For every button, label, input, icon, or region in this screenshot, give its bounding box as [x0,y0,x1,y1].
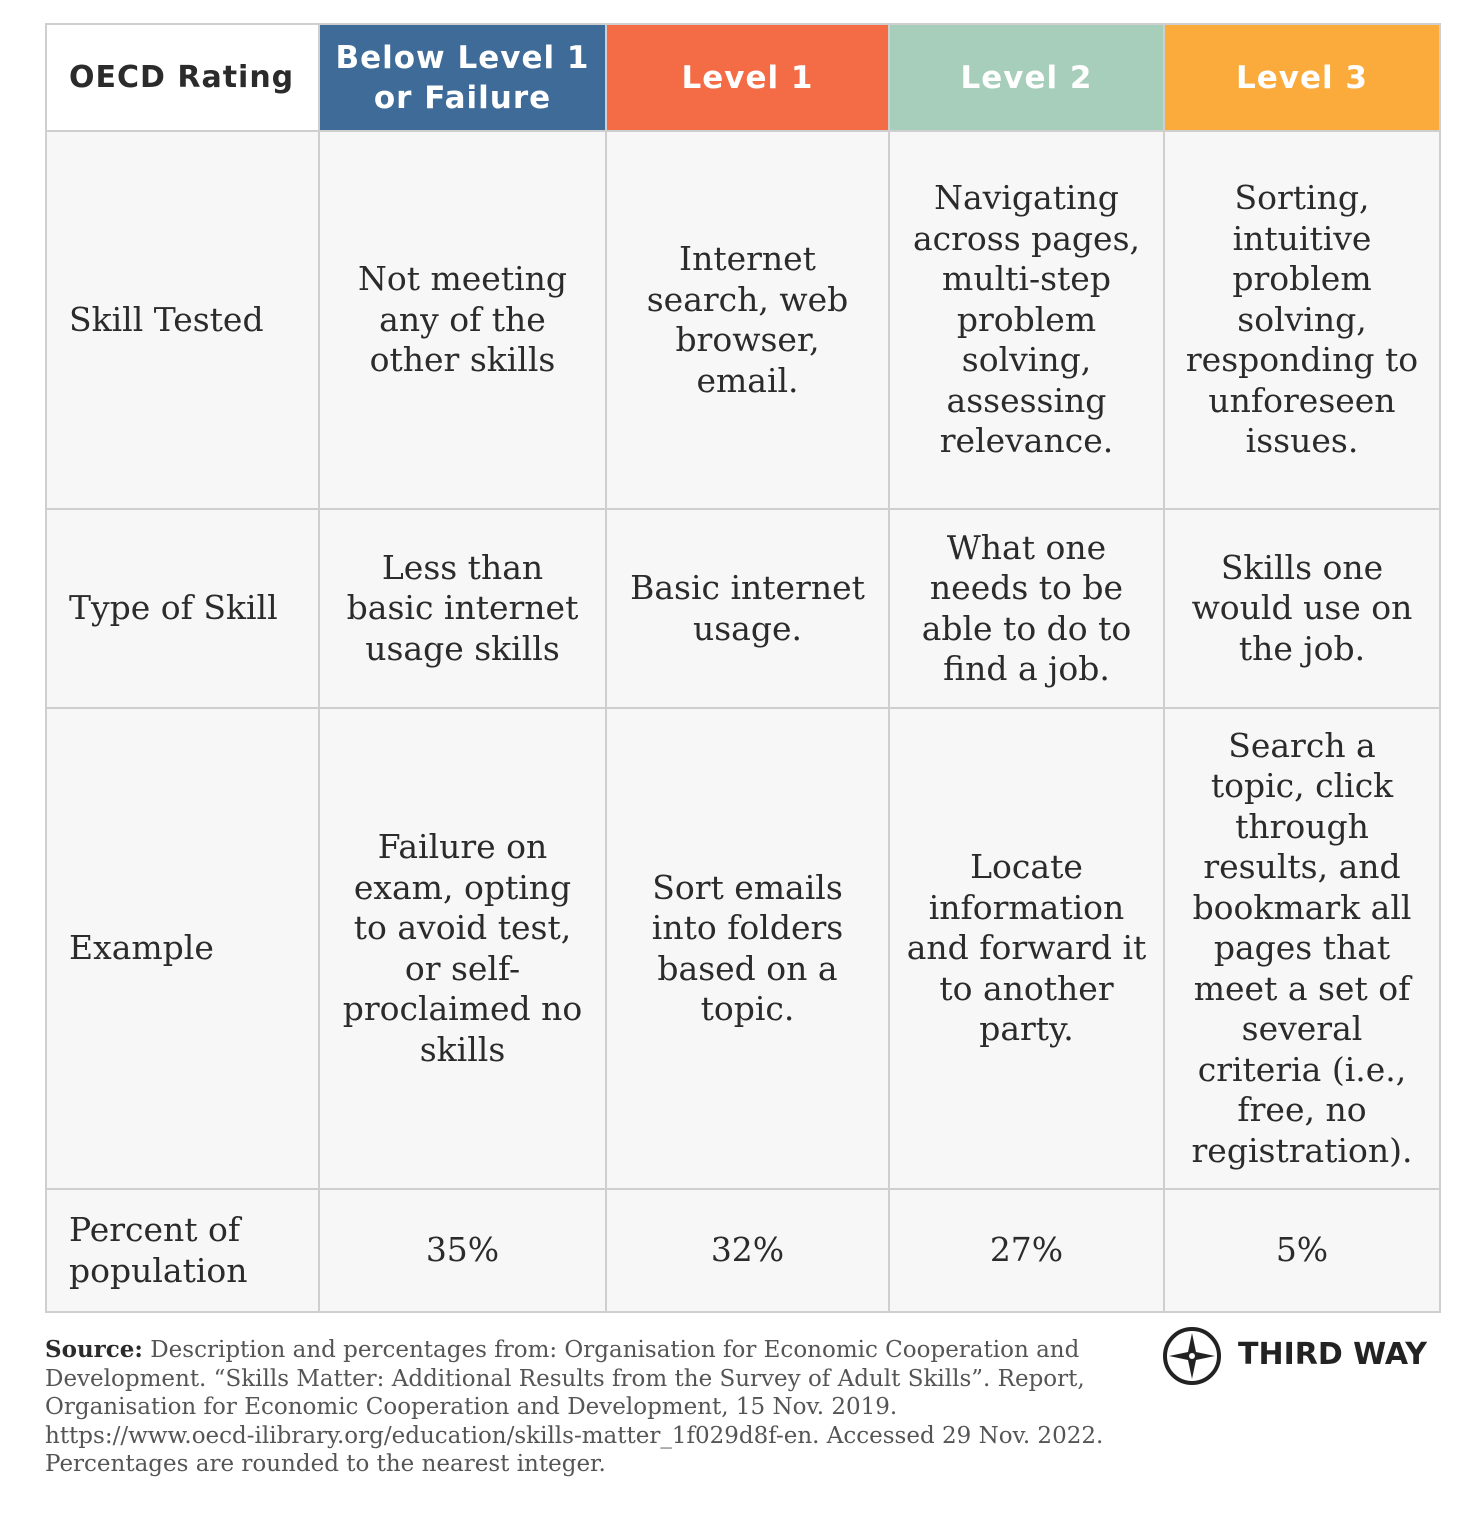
header-cell: Level 1 [605,23,890,132]
table-cell: Basic internet usage. [605,508,890,709]
header-cell: Below Level 1 or Failure [318,23,607,132]
table-cell: Sorting, intuitive problem solving, resp… [1163,130,1441,510]
source-label: Source: [45,1336,143,1363]
table-cell: Search a topic, click through results, a… [1163,707,1441,1190]
table-row: Example Failure on exam, opting to avoid … [45,707,1441,1190]
table-cell: Less than basic internet usage skills [318,508,607,709]
source-text: Description and percentages from: Organi… [45,1337,1104,1477]
header-row: OECD Rating Below Level 1 or Failure Lev… [45,23,1441,132]
table-cell: 27% [888,1188,1165,1313]
row-header-cell: Percent of population [45,1188,320,1313]
table-cell: What one needs to be able to do to find … [888,508,1165,709]
table-cell: 35% [318,1188,607,1313]
rating-table: OECD Rating Below Level 1 or Failure Lev… [45,23,1441,1313]
row-header-cell: Type of Skill [45,508,320,709]
source-note: Source: Description and percentages from… [45,1336,1105,1479]
table-cell: Sort emails into folders based on a topi… [605,707,890,1190]
table-row: Skill Tested Not meeting any of the other… [45,130,1441,510]
table-row: Percent of population 35% 32% 27% 5% [45,1188,1441,1313]
header-cell: Level 3 [1163,23,1441,132]
logo-icon [1163,1327,1221,1385]
logo: THIRD WAY [1162,1325,1442,1389]
table-cell: Not meeting any of the other skills [318,130,607,510]
table-cell: Skills one would use on the job. [1163,508,1441,709]
row-header-cell: Skill Tested [45,130,320,510]
header-cell: OECD Rating [45,23,320,132]
table-body: Skill Tested Not meeting any of the other… [45,130,1441,1313]
row-header-cell: Example [45,707,320,1190]
table-cell: Locate information and forward it to ano… [888,707,1165,1190]
table-cell: 32% [605,1188,890,1313]
table-cell: Failure on exam, opting to avoid test, o… [318,707,607,1190]
table-cell: 5% [1163,1188,1441,1313]
header-cell: Level 2 [888,23,1165,132]
table-cell: Internet search, web browser, email. [605,130,890,510]
table-cell: Navigating across pages, multi-step prob… [888,130,1165,510]
logo-text: THIRD WAY [1238,1337,1427,1372]
table-row: Type of Skill Less than basic internet us… [45,508,1441,709]
